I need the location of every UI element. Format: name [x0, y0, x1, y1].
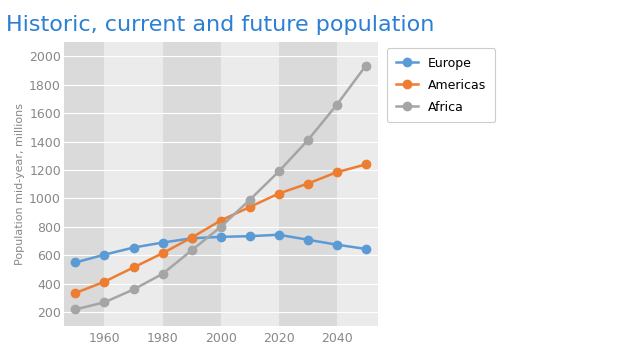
Americas — [130, 265, 138, 270]
Title: Historic, current and future population: Historic, current and future population — [6, 15, 435, 35]
Africa — [246, 198, 253, 202]
Bar — [163, 42, 221, 327]
Americas — [275, 192, 283, 196]
Europe — [159, 240, 166, 245]
Europe — [362, 247, 370, 251]
Line: Americas: Americas — [71, 160, 370, 297]
Africa — [130, 287, 138, 292]
Africa — [100, 300, 108, 305]
Africa — [217, 225, 225, 229]
Americas — [333, 170, 340, 174]
Europe — [333, 243, 340, 247]
Line: Europe: Europe — [71, 231, 370, 267]
Africa — [275, 169, 283, 174]
Bar — [279, 42, 337, 327]
Europe — [275, 233, 283, 237]
Europe — [130, 246, 138, 250]
Africa — [72, 307, 79, 311]
Y-axis label: Population mid-year, millions: Population mid-year, millions — [15, 103, 25, 265]
Bar — [104, 42, 163, 327]
Bar — [337, 42, 378, 327]
Legend: Europe, Americas, Africa: Europe, Americas, Africa — [387, 48, 495, 122]
Americas — [72, 291, 79, 295]
Bar — [221, 42, 279, 327]
Americas — [246, 205, 253, 209]
Africa — [362, 63, 370, 68]
Bar — [64, 42, 104, 327]
Europe — [188, 236, 195, 240]
Europe — [72, 260, 79, 265]
Europe — [304, 238, 312, 242]
Africa — [304, 138, 312, 142]
Europe — [100, 252, 108, 257]
Americas — [100, 279, 108, 284]
Americas — [304, 181, 312, 186]
Americas — [217, 219, 225, 223]
Americas — [188, 235, 195, 240]
Americas — [159, 251, 166, 255]
Line: Africa: Africa — [71, 62, 370, 314]
Europe — [217, 235, 225, 239]
Americas — [362, 162, 370, 167]
Africa — [159, 272, 166, 276]
Africa — [188, 248, 195, 253]
Africa — [333, 103, 340, 107]
Europe — [246, 234, 253, 238]
